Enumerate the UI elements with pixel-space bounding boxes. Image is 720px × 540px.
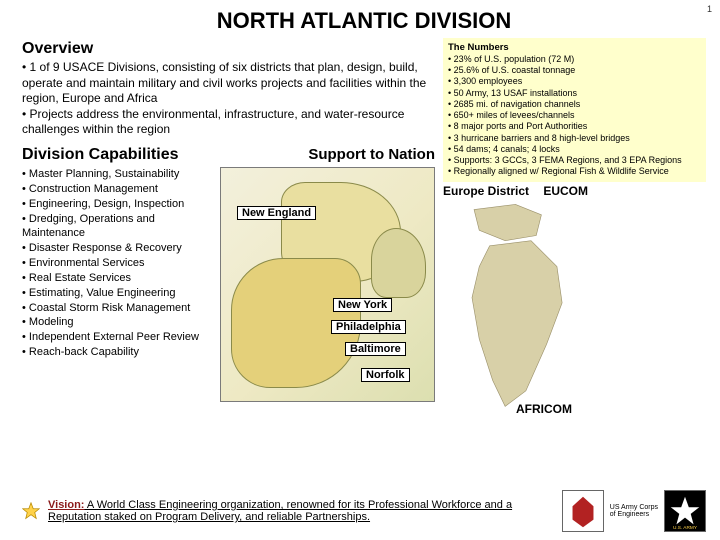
bullet-item: • Disaster Response & Recovery	[22, 241, 212, 256]
bullet-item: • Supports: 3 GCCs, 3 FEMA Regions, and …	[448, 155, 701, 166]
bullet-item: • Regionally aligned w/ Regional Fish & …	[448, 166, 701, 177]
district-label-baltimore: Baltimore	[345, 342, 406, 356]
vision-lead: Vision:	[48, 499, 84, 511]
corps-text-2: of Engineers	[610, 511, 649, 518]
numbers-body: • 23% of U.S. population (72 M)• 25.6% o…	[448, 54, 701, 178]
bullet-item: • 3,300 employees	[448, 76, 701, 87]
district-label-new-york: New York	[333, 298, 392, 312]
bullet-item: • Modeling	[22, 315, 212, 330]
slide-title: NORTH ATLANTIC DIVISION	[22, 8, 706, 34]
corps-text-1: US Army Corps	[610, 504, 658, 511]
bullet-item: • 25.6% of U.S. coastal tonnage	[448, 65, 701, 76]
bullet-item: • Coastal Storm Risk Management	[22, 301, 212, 316]
overview-body: • 1 of 9 USACE Divisions, consisting of …	[22, 60, 435, 138]
bullet-item: • Master Planning, Sustainability	[22, 167, 212, 182]
district-label-norfolk: Norfolk	[361, 368, 410, 382]
army-logo: U.S. ARMY	[664, 490, 706, 532]
bullet-item: • 650+ miles of levees/channels	[448, 110, 701, 121]
bullet-item: • 50 Army, 13 USAF installations	[448, 88, 701, 99]
star-icon	[22, 502, 40, 520]
bullet-item: • Dredging, Operations and Maintenance	[22, 212, 212, 242]
district-label-philadelphia: Philadelphia	[331, 320, 406, 334]
africa-icon	[443, 198, 588, 418]
bullet-item: • Independent External Peer Review	[22, 330, 212, 345]
numbers-box: The Numbers • 23% of U.S. population (72…	[443, 38, 706, 182]
world-map: Europe District EUCOM AFRICOM	[443, 184, 588, 454]
overview-heading: Overview	[22, 40, 435, 58]
usace-logo	[562, 490, 604, 532]
vision-text: Vision: A World Class Engineering organi…	[48, 499, 554, 523]
page-number: 1	[707, 4, 712, 14]
bullet-item: • Construction Management	[22, 182, 212, 197]
bullet-item: • 3 hurricane barriers and 8 high-level …	[448, 133, 701, 144]
eucom-label: EUCOM	[543, 184, 588, 198]
bullet-item: • Estimating, Value Engineering	[22, 286, 212, 301]
army-text: U.S. ARMY	[673, 525, 698, 531]
district-label-new-england: New England	[237, 206, 316, 220]
support-heading: Support to Nation	[308, 146, 435, 163]
bullet-item: • 2685 mi. of navigation channels	[448, 99, 701, 110]
bullet-item: • Projects address the environmental, in…	[22, 107, 435, 138]
capabilities-body: • Master Planning, Sustainability• Const…	[22, 167, 212, 402]
bullet-item: • 54 dams; 4 canals; 4 locks	[448, 144, 701, 155]
bullet-item: • 23% of U.S. population (72 M)	[448, 54, 701, 65]
bullet-item: • Real Estate Services	[22, 271, 212, 286]
bullet-item: • Reach-back Capability	[22, 345, 212, 360]
district-map: New England New York Philadelphia Baltimore…	[220, 167, 435, 402]
capabilities-heading: Division Capabilities	[22, 146, 178, 164]
bullet-item: • 8 major ports and Port Authorities	[448, 121, 701, 132]
africom-label: AFRICOM	[516, 402, 572, 416]
bullet-item: • 1 of 9 USACE Divisions, consisting of …	[22, 60, 435, 107]
numbers-heading: The Numbers	[448, 42, 701, 54]
vision-body: A World Class Engineering organization, …	[48, 499, 512, 523]
bullet-item: • Engineering, Design, Inspection	[22, 197, 212, 212]
bullet-item: • Environmental Services	[22, 256, 212, 271]
europe-district-label: Europe District	[443, 184, 529, 198]
